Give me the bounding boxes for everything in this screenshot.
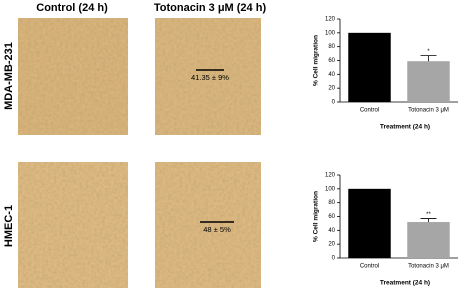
- micrograph: [18, 18, 128, 135]
- column-header: Totonacin 3 μM (24 h): [154, 2, 267, 14]
- y-tick-label: 40: [328, 228, 335, 234]
- bar: [348, 32, 391, 103]
- y-tick-label: 120: [325, 17, 336, 23]
- row-label: HMEC-1: [3, 205, 15, 247]
- y-tick-label: 0: [332, 100, 336, 106]
- x-axis-title: Treatment (24 h): [380, 124, 430, 131]
- x-tick-label: Control: [360, 264, 379, 270]
- error-bar: [420, 55, 437, 62]
- y-tick-label: 100: [325, 30, 336, 36]
- bar: [348, 188, 391, 258]
- y-tick-label: 20: [328, 242, 335, 248]
- image-annotation: 48 ± 5%: [203, 225, 231, 234]
- significance: **: [426, 212, 431, 218]
- x-tick-label: Control: [360, 108, 379, 114]
- column-header: Control (24 h): [36, 2, 108, 14]
- y-axis-title: % Cell migration: [313, 191, 320, 242]
- y-tick-label: 60: [328, 214, 335, 220]
- bar: [407, 61, 450, 102]
- y-tick-label: 0: [332, 256, 336, 262]
- y-axis-title: % Cell migration: [313, 35, 320, 86]
- x-tick-label: Totonacin 3 μM: [408, 108, 449, 114]
- image-annotation: 41.35 ± 9%: [191, 73, 229, 82]
- y-tick-label: 100: [325, 186, 336, 192]
- y-tick-label: 60: [328, 58, 335, 64]
- micrographs: [18, 18, 261, 288]
- bar: [407, 222, 450, 258]
- y-tick-label: 80: [328, 200, 335, 206]
- significance: *: [427, 49, 430, 55]
- error-bar: [420, 218, 437, 223]
- micrograph: [18, 162, 128, 288]
- y-tick-label: 120: [325, 173, 336, 179]
- x-axis-title: Treatment (24 h): [380, 280, 430, 287]
- x-tick-label: Totonacin 3 μM: [408, 264, 449, 270]
- y-tick-label: 40: [328, 72, 335, 78]
- y-tick-label: 80: [328, 44, 335, 50]
- row-label: MDA-MB-231: [3, 42, 15, 110]
- micrograph: [155, 18, 261, 135]
- micrograph: [155, 162, 261, 288]
- y-tick-label: 20: [328, 86, 335, 92]
